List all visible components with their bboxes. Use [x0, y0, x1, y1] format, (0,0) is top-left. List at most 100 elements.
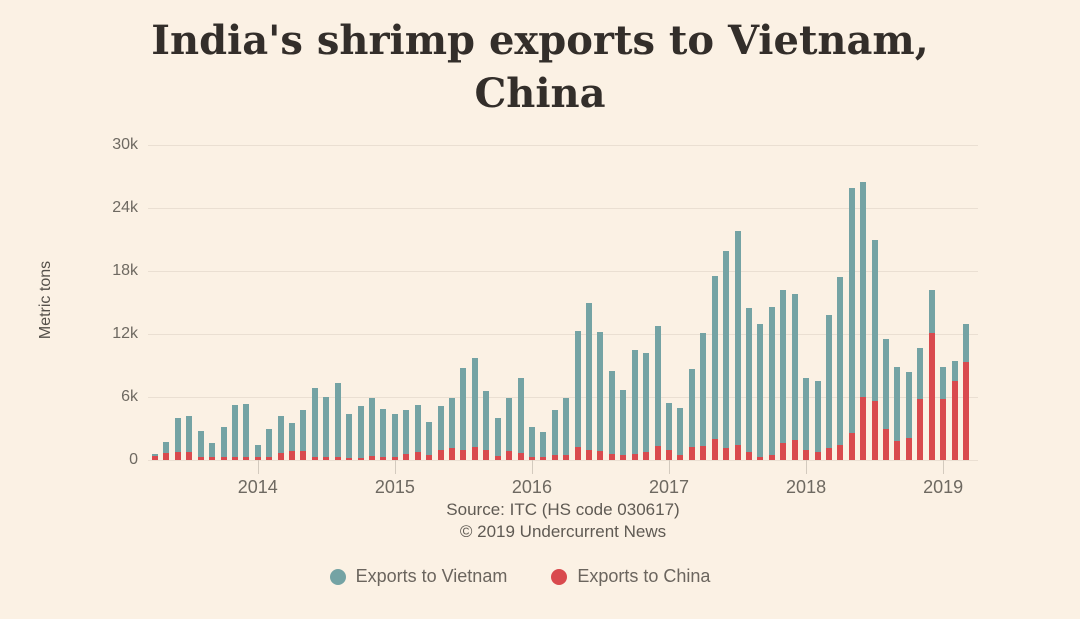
bar-segment-vietnam [494, 418, 501, 456]
bar-segment-vietnam [871, 239, 878, 402]
bar-segment-vietnam [791, 294, 798, 441]
bar-segment-vietnam [917, 347, 924, 400]
bar-segment-china [586, 449, 593, 460]
bar-segment-vietnam [426, 422, 433, 455]
bar-segment-china [551, 454, 558, 460]
x-tick-mark [531, 460, 533, 474]
bar-segment-china [666, 449, 672, 460]
bar-segment-vietnam [666, 403, 672, 450]
bar-segment-china [277, 452, 284, 460]
bar-segment-china [448, 448, 455, 460]
bar-segment-vietnam [517, 378, 524, 453]
bar-segment-vietnam [483, 390, 490, 450]
bar-segment-vietnam [586, 302, 593, 450]
bar-segment-vietnam [231, 405, 238, 457]
bar-segment-vietnam [654, 325, 661, 447]
grid-line [148, 145, 978, 146]
bar-segment-china [346, 457, 353, 460]
copyright-note: © 2019 Undercurrent News [459, 522, 667, 541]
china-series-dot-icon [551, 568, 568, 585]
bar-segment-china [963, 362, 969, 460]
bar-segment-china [780, 443, 787, 460]
bar-segment-china [654, 446, 661, 460]
bar-segment-china [437, 449, 444, 460]
chart-title-line2: China [474, 70, 606, 117]
bar-segment-china [848, 432, 855, 460]
bar-segment-china [814, 451, 821, 460]
legend-label-vietnam: Exports to Vietnam [355, 566, 508, 586]
bar-segment-china [700, 446, 707, 460]
bar-segment-vietnam [803, 378, 810, 450]
bar-segment-china [860, 397, 867, 460]
legend-item-vietnam[interactable]: Exports to Vietnam [329, 566, 508, 587]
bar-segment-vietnam [734, 231, 741, 446]
bar-segment-vietnam [757, 323, 764, 457]
bar-segment-vietnam [403, 409, 410, 454]
bar-segment-china [209, 457, 216, 460]
y-tick-label: 12k [112, 325, 138, 342]
bar-segment-china [803, 449, 810, 460]
bar-segment-vietnam [620, 389, 627, 455]
bar-segment-china [380, 456, 387, 460]
y-axis-label: Metric tons [37, 260, 54, 340]
x-tick-mark [943, 460, 945, 474]
x-tick-label: 2018 [786, 477, 827, 497]
bar-segment-china [369, 455, 376, 460]
bar-segment-vietnam [723, 251, 730, 449]
bar-segment-china [917, 399, 924, 460]
bar-segment-china [574, 447, 581, 460]
y-tick-label: 18k [112, 262, 138, 279]
bar-segment-vietnam [174, 418, 181, 452]
bar-segment-china [163, 452, 170, 460]
bar-segment-china [734, 445, 741, 460]
x-tick-label: 2016 [511, 477, 552, 497]
bar-segment-vietnam [963, 323, 969, 363]
bar-segment-china [757, 456, 764, 460]
bar-segment-vietnam [391, 413, 398, 457]
bar-segment-vietnam [209, 443, 216, 458]
bar-segment-vietnam [528, 427, 535, 458]
bar-segment-vietnam [266, 428, 273, 458]
bar-segment-vietnam [563, 398, 570, 455]
bar-segment-china [357, 457, 364, 460]
x-tick-mark [257, 460, 259, 474]
bar-segment-china [791, 440, 798, 460]
bar-segment-china [517, 452, 524, 460]
bar-segment-china [506, 450, 513, 460]
chart-title: India's shrimp exports to Vietnam, China [0, 14, 1080, 120]
bar-segment-vietnam [311, 387, 318, 457]
bar-segment-china [951, 381, 958, 460]
bar-segment-vietnam [506, 398, 513, 451]
bar-segment-china [688, 447, 695, 460]
bar-segment-china [723, 448, 730, 460]
bar-segment-vietnam [471, 358, 478, 448]
bar-segment-china [403, 453, 410, 460]
bar-segment-china [894, 441, 901, 460]
bar-segment-china [677, 454, 684, 460]
x-tick-mark [394, 460, 396, 474]
bar-segment-vietnam [540, 431, 547, 458]
vietnam-series-dot-icon [329, 568, 346, 585]
bar-segment-vietnam [254, 445, 261, 458]
bar-segment-china [768, 454, 775, 460]
bar-segment-china [243, 456, 250, 460]
bar-segment-vietnam [940, 366, 947, 400]
bar-segment-vietnam [677, 407, 684, 455]
bar-segment-china [186, 451, 193, 460]
bar-segment-china [608, 453, 615, 460]
bar-segment-vietnam [643, 352, 650, 452]
bar-segment-china [231, 456, 238, 460]
bar-segment-china [528, 457, 535, 460]
bar-segment-china [266, 457, 273, 460]
bar-segment-vietnam [300, 409, 307, 451]
bar-segment-china [825, 448, 832, 460]
grid-line [148, 271, 978, 272]
bar-segment-vietnam [700, 332, 707, 447]
bar-segment-vietnam [928, 289, 935, 333]
bar-segment-vietnam [243, 404, 250, 457]
legend-item-china[interactable]: Exports to China [551, 566, 710, 587]
bar-segment-china [152, 455, 158, 460]
bar-segment-vietnam [186, 415, 193, 452]
bar-segment-vietnam [883, 339, 890, 429]
bar-segment-vietnam [780, 289, 787, 444]
